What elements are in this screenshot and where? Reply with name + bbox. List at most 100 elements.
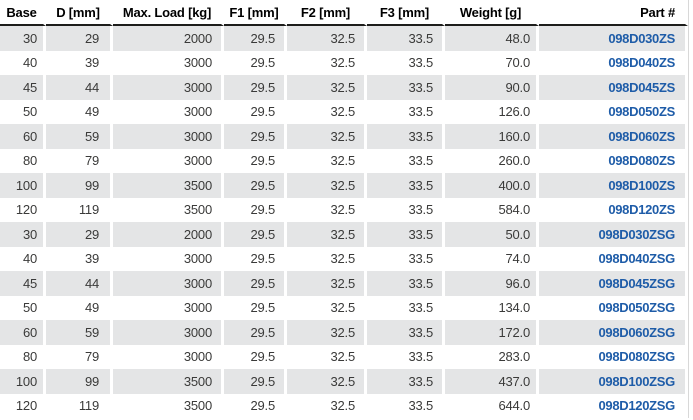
cell-f2: 32.5 [287, 222, 367, 247]
cell-weight: 50.0 [445, 222, 539, 247]
part-number-link[interactable]: 098D050ZS [539, 99, 688, 124]
table-edge-strip [688, 295, 693, 320]
cell-weight: 70.0 [445, 50, 539, 75]
part-number-link[interactable]: 098D045ZS [539, 75, 688, 100]
cell-base: 80 [0, 344, 46, 369]
cell-d: 29 [46, 26, 113, 51]
cell-f3: 33.5 [367, 148, 445, 173]
part-number-link[interactable]: 098D080ZS [539, 148, 688, 173]
cell-f3: 33.5 [367, 246, 445, 271]
cell-max_load: 3000 [113, 50, 224, 75]
cell-base: 45 [0, 271, 46, 296]
table-row: 40 39 3000 29.5 32.5 33.5 74.0 098D040ZSG [0, 246, 693, 271]
part-number-link[interactable]: 098D060ZS [539, 124, 688, 149]
part-number-link[interactable]: 098D030ZSG [539, 222, 688, 247]
cell-d: 29 [46, 222, 113, 247]
cell-weight: 160.0 [445, 124, 539, 149]
cell-d: 119 [46, 393, 113, 418]
cell-d: 49 [46, 295, 113, 320]
cell-d: 44 [46, 271, 113, 296]
table-edge-strip [688, 75, 693, 100]
cell-f2: 32.5 [287, 50, 367, 75]
part-number-link[interactable]: 098D045ZSG [539, 271, 688, 296]
part-number-link[interactable]: 098D060ZSG [539, 320, 688, 345]
header-part: Part # [539, 0, 688, 26]
part-number-link[interactable]: 098D040ZSG [539, 246, 688, 271]
part-number-link[interactable]: 098D080ZSG [539, 344, 688, 369]
cell-weight: 437.0 [445, 369, 539, 394]
table-row: 50 49 3000 29.5 32.5 33.5 126.0 098D050ZS [0, 99, 693, 124]
table-edge-strip [688, 0, 693, 26]
cell-max_load: 3000 [113, 295, 224, 320]
table-row: 40 39 3000 29.5 32.5 33.5 70.0 098D040ZS [0, 50, 693, 75]
table-row: 60 59 3000 29.5 32.5 33.5 160.0 098D060ZS [0, 124, 693, 149]
cell-f3: 33.5 [367, 222, 445, 247]
cell-d: 59 [46, 124, 113, 149]
cell-max_load: 3000 [113, 124, 224, 149]
table-edge-strip [688, 369, 693, 394]
cell-f3: 33.5 [367, 75, 445, 100]
cell-base: 120 [0, 197, 46, 222]
cell-max_load: 3000 [113, 148, 224, 173]
cell-d: 39 [46, 50, 113, 75]
part-number-link[interactable]: 098D120ZSG [539, 393, 688, 418]
table-row: 100 99 3500 29.5 32.5 33.5 437.0 098D100ZSG [0, 369, 693, 394]
table-row: 80 79 3000 29.5 32.5 33.5 260.0 098D080ZS [0, 148, 693, 173]
cell-base: 100 [0, 369, 46, 394]
cell-f3: 33.5 [367, 344, 445, 369]
cell-max_load: 3000 [113, 344, 224, 369]
cell-f2: 32.5 [287, 295, 367, 320]
cell-base: 30 [0, 222, 46, 247]
table-edge-strip [688, 271, 693, 296]
cell-base: 60 [0, 320, 46, 345]
table-edge-strip [688, 393, 693, 418]
cell-weight: 48.0 [445, 26, 539, 51]
cell-f1: 29.5 [224, 271, 287, 296]
cell-d: 39 [46, 246, 113, 271]
table-header: Base D [mm] Max. Load [kg] F1 [mm] F2 [m… [0, 0, 693, 26]
cell-weight: 172.0 [445, 320, 539, 345]
cell-f3: 33.5 [367, 197, 445, 222]
table-edge-strip [688, 26, 693, 51]
part-number-link[interactable]: 098D050ZSG [539, 295, 688, 320]
cell-base: 45 [0, 75, 46, 100]
cell-f2: 32.5 [287, 344, 367, 369]
part-number-link[interactable]: 098D100ZSG [539, 369, 688, 394]
table-row: 30 29 2000 29.5 32.5 33.5 48.0 098D030ZS [0, 26, 693, 51]
cell-f1: 29.5 [224, 148, 287, 173]
cell-base: 50 [0, 295, 46, 320]
table-row: 120 119 3500 29.5 32.5 33.5 584.0 098D120ZS [0, 197, 693, 222]
cell-base: 40 [0, 50, 46, 75]
cell-d: 119 [46, 197, 113, 222]
cell-f1: 29.5 [224, 50, 287, 75]
cell-f1: 29.5 [224, 344, 287, 369]
cell-base: 50 [0, 99, 46, 124]
cell-max_load: 3500 [113, 369, 224, 394]
table-row: 30 29 2000 29.5 32.5 33.5 50.0 098D030ZSG [0, 222, 693, 247]
cell-base: 100 [0, 173, 46, 198]
part-number-link[interactable]: 098D120ZS [539, 197, 688, 222]
part-number-link[interactable]: 098D040ZS [539, 50, 688, 75]
cell-weight: 260.0 [445, 148, 539, 173]
cell-f1: 29.5 [224, 124, 287, 149]
header-f2: F2 [mm] [287, 0, 367, 26]
table-row: 50 49 3000 29.5 32.5 33.5 134.0 098D050ZSG [0, 295, 693, 320]
header-base: Base [0, 0, 46, 26]
cell-max_load: 3000 [113, 320, 224, 345]
cell-f2: 32.5 [287, 26, 367, 51]
cell-weight: 644.0 [445, 393, 539, 418]
cell-f1: 29.5 [224, 369, 287, 394]
cell-f1: 29.5 [224, 246, 287, 271]
part-number-link[interactable]: 098D100ZS [539, 173, 688, 198]
cell-f1: 29.5 [224, 393, 287, 418]
table-edge-strip [688, 148, 693, 173]
cell-d: 49 [46, 99, 113, 124]
cell-max_load: 3500 [113, 173, 224, 198]
part-number-link[interactable]: 098D030ZS [539, 26, 688, 51]
cell-base: 60 [0, 124, 46, 149]
table-body: 30 29 2000 29.5 32.5 33.5 48.0 098D030ZS 40 39 300… [0, 26, 693, 418]
header-weight: Weight [g] [445, 0, 539, 26]
cell-f2: 32.5 [287, 393, 367, 418]
